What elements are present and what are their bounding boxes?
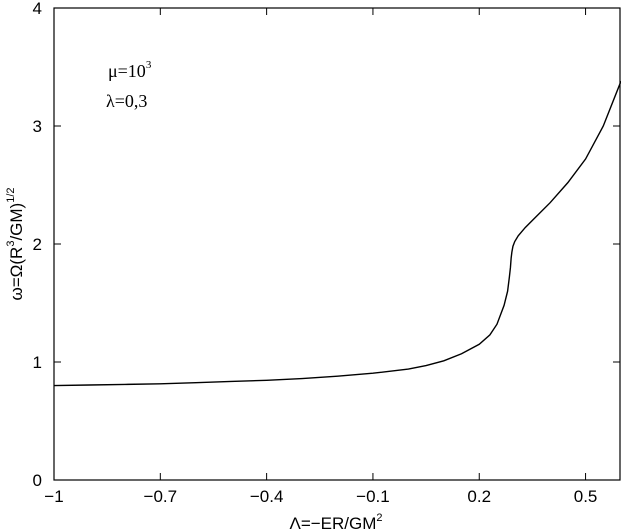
series-line <box>53 80 621 387</box>
y-axis-title: ω=Ω(R3/GM)1/2 <box>5 187 26 300</box>
x-tick-label: −0.7 <box>144 487 178 506</box>
annotation-lambda: λ=0,3 <box>106 91 147 111</box>
x-tick-label: −1 <box>44 487 63 506</box>
x-tick-label: 0.2 <box>467 487 491 506</box>
annotation-mu: μ=103 <box>108 59 152 81</box>
y-tick-label: 4 <box>33 0 42 18</box>
x-tick-label: 0.5 <box>574 487 598 506</box>
x-tick-label: −0.4 <box>250 487 284 506</box>
y-tick-label: 0 <box>33 471 42 490</box>
x-tick-labels: −1 −0.7 −0.4 −0.1 0.2 0.5 <box>44 487 597 506</box>
y-tick-labels: 0 1 2 3 4 <box>33 0 42 490</box>
y-tick-label: 3 <box>33 117 42 136</box>
x-axis-title: Λ=−ER/GM2 <box>289 512 382 531</box>
x-tick-label: −0.1 <box>356 487 390 506</box>
axis-ticks <box>53 7 620 481</box>
y-tick-label: 1 <box>33 353 42 372</box>
y-tick-label: 2 <box>33 235 42 254</box>
